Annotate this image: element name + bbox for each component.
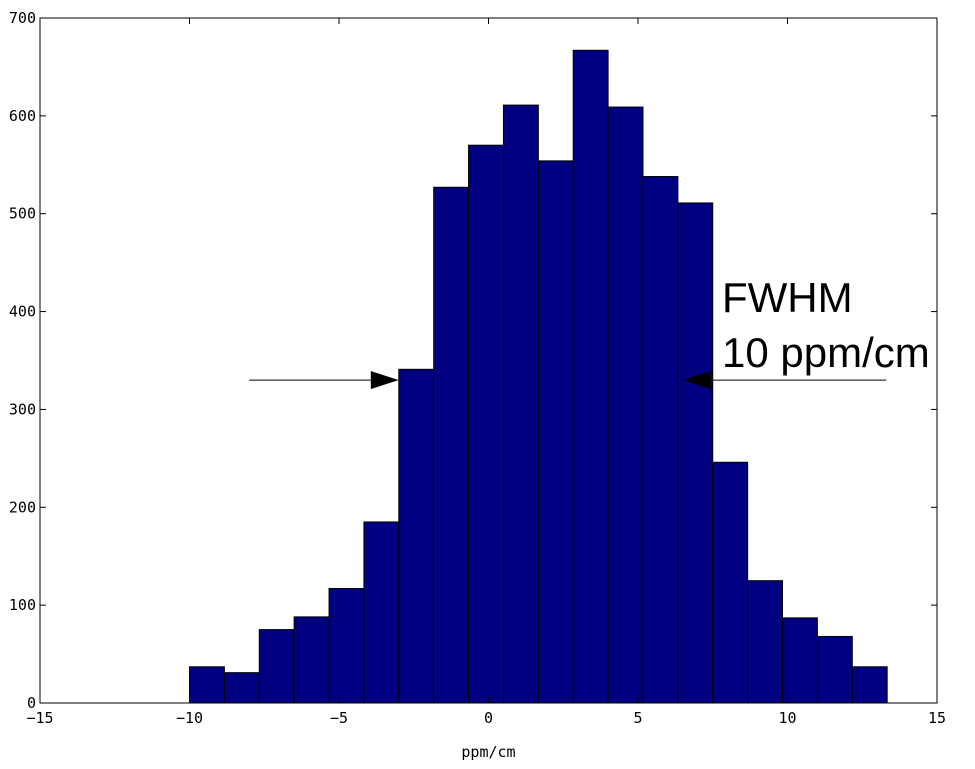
right-arrow-head <box>682 371 711 390</box>
x-tick-label-6: 15 <box>928 709 946 727</box>
histogram-bar-16 <box>747 580 784 704</box>
y-tick-label-0: 0 <box>27 694 36 712</box>
left-arrow-head <box>370 371 399 390</box>
y-tick-label-7: 700 <box>9 9 36 27</box>
histogram-bar-14 <box>677 202 714 704</box>
y-tick-label-2: 200 <box>9 498 36 516</box>
histogram-bar-15 <box>712 461 749 704</box>
x-tick-label-0: −15 <box>26 709 53 727</box>
histogram-bar-6 <box>398 368 435 704</box>
histogram-bar-9 <box>502 104 539 704</box>
histogram-bar-11 <box>572 49 609 704</box>
histogram-bar-17 <box>782 617 818 704</box>
y-tick-label-4: 400 <box>9 303 36 321</box>
x-axis-label: ppm/cm <box>461 743 515 761</box>
y-tick-label-6: 600 <box>9 107 36 125</box>
x-tick-label-4: 5 <box>633 709 642 727</box>
x-tick-label-3: 0 <box>484 709 493 727</box>
histogram-bar-19 <box>851 666 888 704</box>
annotation-fwhm-label: FWHM <box>722 274 853 321</box>
bars-group <box>189 49 888 704</box>
y-tick-label-1: 100 <box>9 596 36 614</box>
x-tick-label-2: −5 <box>330 709 348 727</box>
histogram-bar-4 <box>328 588 365 704</box>
histogram-bar-12 <box>607 106 644 704</box>
histogram-bar-1 <box>223 672 260 704</box>
ticks-group: −15 −10 −5 0 5 10 15 0 100 200 300 400 500 600 700 <box>9 9 946 727</box>
annotation-value-label: 10 ppm/cm <box>722 329 930 376</box>
fwhm-annotation: FWHM 10 ppm/cm <box>249 274 930 390</box>
histogram-bar-3 <box>293 616 330 704</box>
histogram-bar-7 <box>433 186 470 704</box>
x-tick-label-5: 10 <box>778 709 796 727</box>
histogram-bar-18 <box>816 635 853 704</box>
histogram-bar-8 <box>468 144 504 704</box>
x-tick-label-1: −10 <box>176 709 203 727</box>
y-tick-label-3: 300 <box>9 400 36 418</box>
histogram-bar-13 <box>642 176 679 704</box>
histogram-bar-10 <box>537 160 574 704</box>
histogram-bar-2 <box>258 629 295 704</box>
histogram-bar-0 <box>189 666 225 704</box>
histogram-bar-5 <box>363 521 400 704</box>
y-tick-label-5: 500 <box>9 205 36 223</box>
